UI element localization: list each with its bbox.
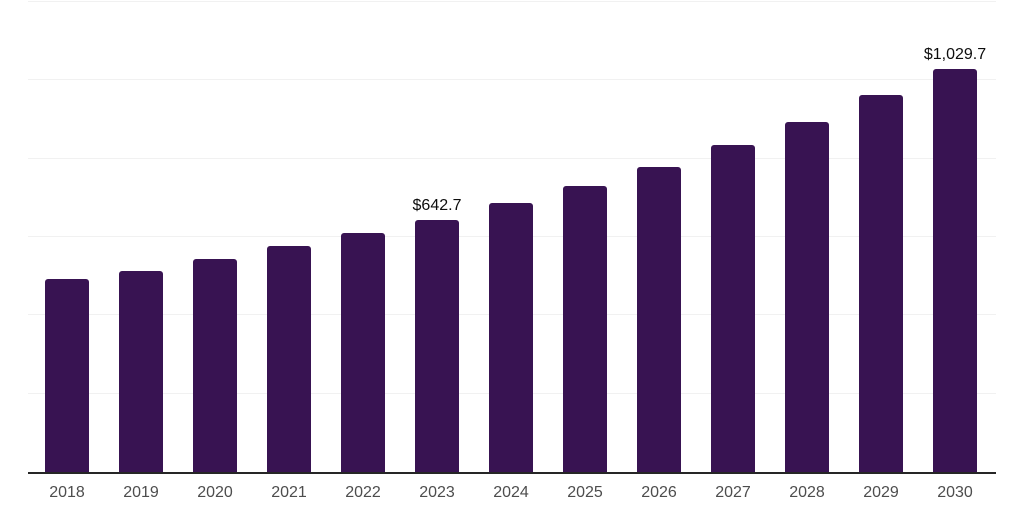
gridline-1000 — [28, 79, 996, 81]
x-tick-label-2025: 2025 — [567, 484, 603, 501]
bar-2021 — [267, 245, 311, 472]
bar-2029 — [859, 95, 903, 472]
x-tick-label-2021: 2021 — [271, 484, 307, 501]
x-tick-label-2027: 2027 — [715, 484, 751, 501]
bar-2030 — [933, 68, 977, 472]
x-axis: 2018 2019 2020 2021 2022 2023 2024 2025 2026 2027… — [0, 484, 1024, 506]
x-tick-label-2022: 2022 — [345, 484, 381, 501]
x-tick-label-2028: 2028 — [789, 484, 825, 501]
x-tick-label-2026: 2026 — [641, 484, 677, 501]
x-tick-label-2030: 2030 — [937, 484, 973, 501]
bar-2018 — [45, 279, 89, 472]
bar-2027 — [711, 144, 755, 472]
bar-value-label-2023: $642.7 — [412, 197, 462, 215]
gridline-1200 — [28, 1, 996, 2]
plot-area: $642.7 $1,029.7 — [28, 1, 996, 474]
bar-2020 — [193, 258, 237, 472]
bar-value-label-2030: $1,029.7 — [923, 45, 987, 63]
gridline-800 — [28, 157, 996, 159]
x-tick-label-2024: 2024 — [493, 484, 529, 501]
bar-2023 — [415, 220, 459, 472]
x-tick-label-2020: 2020 — [197, 484, 233, 501]
bar-2022 — [341, 233, 385, 472]
bar-2019 — [119, 271, 163, 472]
x-tick-label-2019: 2019 — [123, 484, 159, 501]
x-tick-label-2029: 2029 — [863, 484, 899, 501]
bar-2026 — [637, 167, 681, 472]
bar-2025 — [563, 186, 607, 472]
x-tick-label-2023: 2023 — [419, 484, 455, 501]
bar-2028 — [785, 122, 829, 472]
bar-2024 — [489, 202, 533, 472]
x-tick-label-2018: 2018 — [49, 484, 85, 501]
